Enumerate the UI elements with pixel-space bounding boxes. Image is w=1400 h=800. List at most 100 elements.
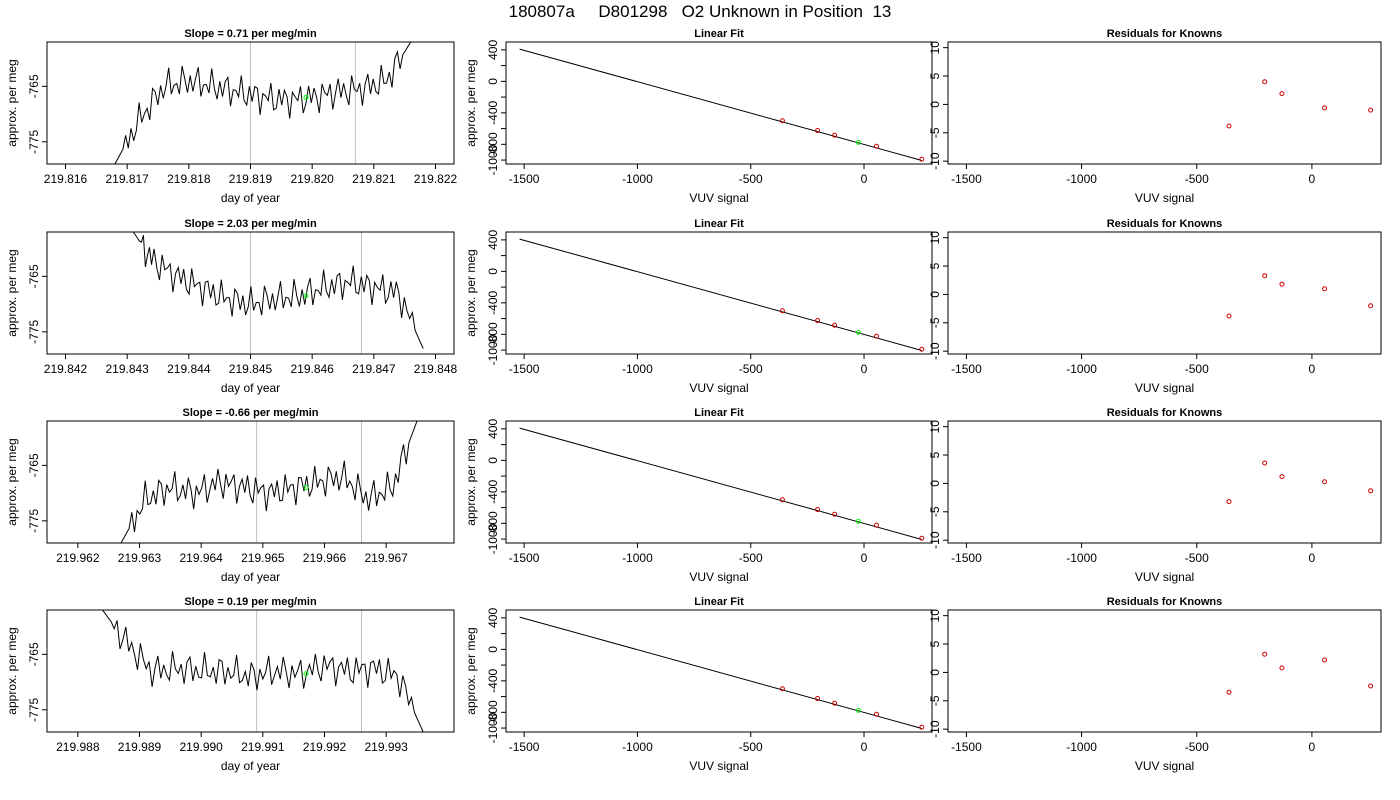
x-tick-label: -1500 bbox=[509, 172, 540, 186]
y-tick-label: -775 bbox=[27, 319, 41, 343]
y-tick-label: -400 bbox=[486, 480, 500, 504]
panel-title: Linear Fit bbox=[694, 218, 744, 230]
panel-title: Residuals for Knowns bbox=[1107, 28, 1223, 40]
y-tick-label: 10 bbox=[928, 609, 942, 623]
y-tick-label: -5 bbox=[928, 695, 942, 706]
x-tick-label: -1500 bbox=[951, 172, 982, 186]
unknown-point bbox=[303, 485, 309, 491]
y-tick-label: -765 bbox=[27, 264, 41, 288]
y-axis-label: approx. per meg bbox=[464, 627, 478, 714]
x-tick-label: 0 bbox=[1309, 362, 1316, 376]
y-tick-label: -800 bbox=[486, 132, 500, 156]
x-tick-label: 219.821 bbox=[352, 172, 396, 186]
plot-frame bbox=[947, 231, 1382, 355]
known-point bbox=[1279, 665, 1285, 671]
y-tick-label: 5 bbox=[928, 72, 942, 79]
panel-title: Linear Fit bbox=[694, 407, 744, 419]
x-tick-label: 0 bbox=[861, 362, 868, 376]
y-tick-label: 400 bbox=[486, 419, 500, 439]
panel-time-series-row-1: Slope = 0.71 per meg/min 219.816 219.817 21… bbox=[5, 28, 458, 205]
y-tick-label: 5 bbox=[928, 640, 942, 647]
x-tick-label: 0 bbox=[1309, 740, 1316, 754]
x-tick-label: -1500 bbox=[509, 551, 540, 565]
plot-frame bbox=[947, 609, 1382, 733]
series-line bbox=[132, 231, 424, 349]
panel-time-series-row-4: Slope = 0.19 per meg/min 219.988 219.989 21… bbox=[5, 596, 455, 773]
y-axis-label: approx. per meg bbox=[5, 627, 19, 714]
x-tick-label: -1000 bbox=[622, 740, 653, 754]
y-tick-label: -5 bbox=[928, 506, 942, 517]
x-tick-label: -500 bbox=[1185, 172, 1209, 186]
plot-frame bbox=[505, 420, 933, 544]
known-point bbox=[1322, 286, 1328, 292]
x-tick-label: 219.988 bbox=[56, 740, 100, 754]
x-tick-label: 219.991 bbox=[241, 740, 285, 754]
x-tick-label: 219.989 bbox=[118, 740, 162, 754]
known-point bbox=[1262, 460, 1268, 466]
y-tick-label: -1000 bbox=[486, 144, 500, 175]
panel-linear-fit-row-2: Linear Fit-1500 -1000 -500 04000-400-800-10… bbox=[464, 218, 933, 395]
y-tick-label: 0 bbox=[928, 101, 942, 108]
x-tick-label: -500 bbox=[739, 551, 763, 565]
plot-frame bbox=[947, 420, 1382, 544]
page-title: 180807a D801298 O2 Unknown in Position 1… bbox=[508, 2, 892, 21]
x-axis-label: day of year bbox=[221, 381, 280, 395]
x-tick-label: -1500 bbox=[509, 362, 540, 376]
x-axis-label: VUV signal bbox=[1135, 191, 1194, 205]
x-tick-label: 219.845 bbox=[229, 362, 273, 376]
y-tick-label: -800 bbox=[486, 322, 500, 346]
panel-residuals-row-2: Residuals for Knowns -1500 -1000 -500 0 10 5 0 -… bbox=[928, 218, 1382, 395]
y-tick-label: 0 bbox=[486, 78, 500, 85]
known-point bbox=[779, 308, 785, 314]
panel-title: Slope = 0.19 per meg/min bbox=[184, 596, 317, 608]
x-tick-label: -500 bbox=[1185, 740, 1209, 754]
x-tick-label: 219.990 bbox=[179, 740, 223, 754]
panel-title: Residuals for Knowns bbox=[1107, 596, 1223, 608]
known-point bbox=[1262, 651, 1268, 657]
plot-frame bbox=[46, 609, 455, 733]
fit-line bbox=[519, 238, 922, 351]
known-point bbox=[919, 724, 925, 730]
x-axis-label: VUV signal bbox=[1135, 759, 1194, 773]
y-tick-label: 0 bbox=[928, 480, 942, 487]
fit-line bbox=[519, 48, 922, 161]
x-tick-label: 219.966 bbox=[303, 551, 347, 565]
y-tick-label: -400 bbox=[486, 291, 500, 315]
known-point bbox=[1262, 273, 1268, 279]
panel-linear-fit-row-4: Linear Fit-1500 -1000 -500 04000-400-800-10… bbox=[464, 596, 933, 773]
y-tick-label: -5 bbox=[928, 317, 942, 328]
known-point bbox=[919, 535, 925, 541]
y-tick-label: -775 bbox=[27, 129, 41, 153]
known-point bbox=[1322, 105, 1328, 111]
x-tick-label: -1000 bbox=[1066, 551, 1097, 565]
x-tick-label: -500 bbox=[1185, 551, 1209, 565]
x-axis-label: VUV signal bbox=[689, 570, 748, 584]
y-tick-label: -800 bbox=[486, 511, 500, 535]
x-tick-label: -1500 bbox=[509, 740, 540, 754]
x-tick-label: -1000 bbox=[1066, 740, 1097, 754]
y-tick-label: -1000 bbox=[486, 712, 500, 743]
x-tick-label: -500 bbox=[1185, 362, 1209, 376]
panel-title: Residuals for Knowns bbox=[1107, 218, 1223, 230]
known-point bbox=[1226, 123, 1232, 129]
y-tick-label: -765 bbox=[27, 74, 41, 98]
x-tick-label: 219.820 bbox=[290, 172, 334, 186]
known-point bbox=[1226, 313, 1232, 319]
y-tick-label: -10 bbox=[928, 152, 942, 170]
known-point bbox=[832, 511, 838, 517]
panel-title: Slope = 0.71 per meg/min bbox=[184, 28, 317, 40]
x-tick-label: 0 bbox=[861, 172, 868, 186]
x-axis-label: day of year bbox=[221, 191, 280, 205]
known-point bbox=[779, 497, 785, 503]
panel-residuals-row-3: Residuals for Knowns -1500 -1000 -500 0 10 5 0 -… bbox=[928, 407, 1382, 584]
plot-frame bbox=[947, 41, 1382, 165]
x-tick-label: 0 bbox=[1309, 551, 1316, 565]
known-point bbox=[1262, 79, 1268, 85]
panel-time-series-row-3: Slope = -0.66 per meg/min 219.962 219.963 2… bbox=[5, 407, 455, 584]
x-axis-label: VUV signal bbox=[1135, 381, 1194, 395]
x-axis-label: VUV signal bbox=[689, 191, 748, 205]
known-point bbox=[815, 128, 821, 134]
unknown-point bbox=[855, 707, 861, 713]
y-tick-label: -765 bbox=[27, 453, 41, 477]
fit-line bbox=[519, 616, 922, 729]
